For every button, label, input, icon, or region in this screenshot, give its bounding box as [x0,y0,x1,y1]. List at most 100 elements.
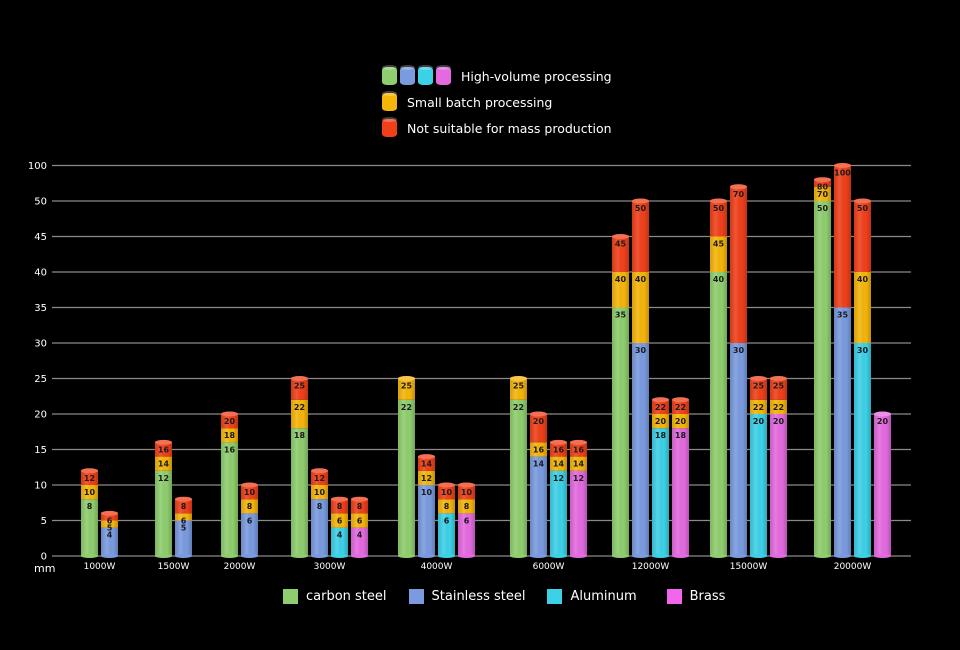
material-legend: carbon steel Stainless steel Aluminum Br… [283,589,747,604]
segment-shading [458,513,475,556]
data-label-not-mass: 10 [461,488,473,497]
segment-shading [510,378,527,400]
bar-brass-15000W: 20 22 25 [770,376,787,558]
segment-shading [632,272,649,343]
segment-shading [510,399,527,556]
data-label-small-batch: 40 [615,275,627,284]
bar-cap [612,234,629,239]
data-label-high-volume: 22 [513,403,524,412]
segment-shading [101,513,118,521]
x-axis-labels: 1000W 1500W 2000W 3000W 4000W 6000W 12000W 1500… [84,562,872,572]
swatch-brass-icon [436,65,451,85]
legend-label-not-mass: Not suitable for mass production [407,120,612,136]
bar-cap [510,376,527,381]
data-label-small-batch: 25 [401,382,413,391]
bar-base [458,554,475,558]
bar-cap [550,439,567,445]
bar-base [438,554,455,558]
data-label-high-volume: 6 [247,516,253,525]
bar-cap-highlight [291,376,308,381]
bar-carbon-steel-4000W: 22 25 [398,376,415,558]
segment-shading [331,499,348,514]
segment-shading [101,520,118,528]
bar-cap [730,184,747,190]
segment-shading [331,527,348,556]
data-label-not-mass: 10 [244,488,256,497]
bar-stainless-steel-2000W: 6 8 10 [241,482,258,558]
bar-cap [398,376,415,381]
bar-cap [750,376,767,381]
bar-cap [291,376,308,381]
segment-shading [81,485,98,500]
bar-base [710,554,727,558]
segment-shading [612,272,629,308]
data-label-high-volume: 20 [773,417,785,426]
segment-shading [175,513,192,521]
bar-cap-highlight [81,468,98,474]
y-tick-label: 25 [34,374,47,385]
segment-shading [438,485,455,500]
segment-shading [652,414,669,429]
bar-cap-highlight [854,198,871,204]
bar-brass-6000W: 12 14 16 [570,439,587,558]
data-label-high-volume: 18 [655,431,667,440]
bar-base [510,554,527,558]
data-label-small-batch: 10 [84,488,96,497]
bar-base [814,554,831,558]
x-tick-label: 4000W [421,562,453,572]
bar-cap-highlight [530,411,547,417]
swatch-aluminum-icon [418,65,433,85]
legend-item-not-mass: Not suitable for mass production [382,115,612,141]
segment-shading [291,399,308,429]
bar-cap-highlight [814,177,831,183]
data-label-high-volume: 18 [675,431,687,440]
bar-cap-highlight [418,454,435,460]
y-tick-label: 15 [34,445,47,456]
swatch-small-batch-icon [382,91,397,111]
data-label-high-volume: 22 [401,403,412,412]
bar-base [570,554,587,558]
data-label-small-batch: 22 [773,403,784,412]
bar-aluminum-12000W: 18 20 22 [652,397,669,558]
bar-cap-highlight [710,198,727,204]
segment-shading [175,520,192,556]
segment-shading [770,378,787,400]
segment-shading [291,378,308,400]
bar-brass-12000W: 18 20 22 [672,397,689,558]
segment-shading [672,399,689,414]
data-label-high-volume: 12 [553,474,564,483]
bar-cap [351,496,368,502]
bar-base [770,554,787,558]
segment-shading [874,414,891,556]
segment-shading [331,513,348,528]
data-label-high-volume: 8 [87,502,93,511]
data-label-high-volume: 8 [317,502,323,511]
segment-shading [550,456,567,471]
data-label-small-batch: 8 [464,502,470,511]
bar-cap-highlight [770,376,787,381]
bar-cap [854,198,871,204]
segment-shading [612,236,629,272]
data-label-small-batch: 22 [753,403,764,412]
segment-shading [241,499,258,514]
bar-cap [458,482,475,488]
segment-shading [418,485,435,556]
data-label-high-volume: 30 [733,346,745,355]
legend-label-stainless-steel: Stainless steel [431,589,526,604]
segment-shading [241,513,258,556]
segment-shading [750,378,767,400]
x-tick-label: 2000W [224,562,256,572]
data-label-not-mass: 16 [573,445,585,454]
segment-shading [770,399,787,414]
data-label-not-mass: 50 [635,204,647,213]
data-label-small-batch: 40 [635,275,647,284]
bar-cap-highlight [458,482,475,488]
bar-base [311,554,328,558]
data-label-small-batch: 6 [337,516,343,525]
bar-base [331,554,348,558]
bar-cap [311,468,328,474]
y-tick-label: 50 [34,197,47,208]
data-label-not-mass: 50 [857,204,869,213]
data-label-not-mass: 22 [675,403,686,412]
